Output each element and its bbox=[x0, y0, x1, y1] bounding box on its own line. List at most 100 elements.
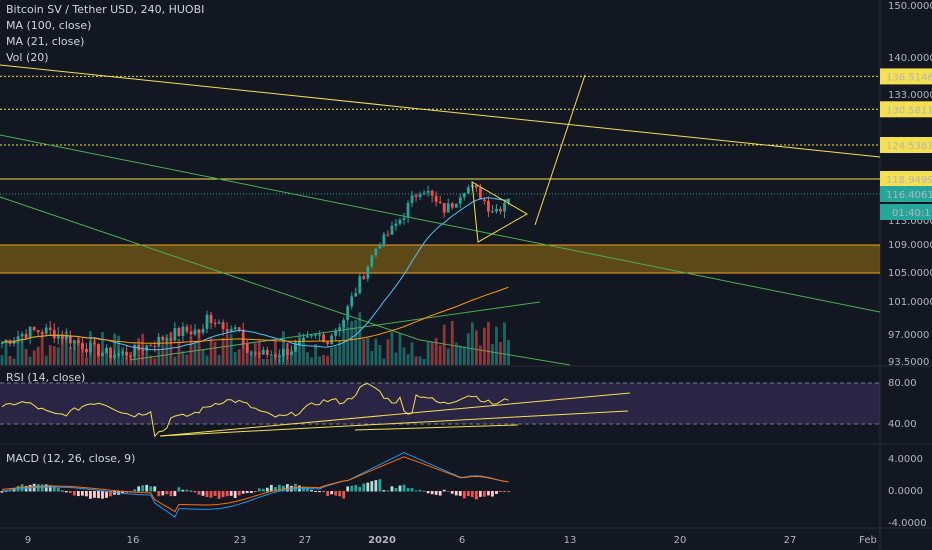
volume-bar bbox=[217, 355, 221, 365]
candle-body bbox=[314, 334, 317, 336]
signal-line bbox=[1, 456, 509, 513]
volume-bar bbox=[470, 322, 474, 365]
candle-body bbox=[145, 345, 149, 352]
volume-bar bbox=[56, 347, 60, 365]
rsi-tick-label: 40.00 bbox=[888, 419, 917, 430]
macd-histogram-bar bbox=[44, 484, 48, 492]
macd-histogram-bar bbox=[68, 491, 72, 493]
volume-bar bbox=[366, 337, 370, 365]
macd-histogram-bar bbox=[442, 489, 446, 492]
volume-bar bbox=[193, 342, 197, 365]
ma21-legend[interactable]: MA (21, close) bbox=[6, 35, 85, 48]
macd-histogram-bar bbox=[446, 491, 450, 492]
volume-bar bbox=[390, 331, 394, 365]
candle-body bbox=[386, 234, 390, 236]
rsi-band bbox=[0, 383, 880, 424]
candle-body bbox=[213, 323, 217, 325]
macd-histogram-bar bbox=[217, 491, 221, 499]
volume-bar bbox=[370, 351, 374, 365]
triangle-pattern bbox=[471, 181, 529, 243]
volume-bar bbox=[201, 349, 205, 365]
macd-histogram-bar bbox=[48, 485, 52, 492]
candle-body bbox=[491, 211, 494, 213]
volume-bar bbox=[322, 354, 325, 365]
volume-bar bbox=[422, 358, 426, 365]
macd-histogram-bar bbox=[273, 487, 277, 492]
rsi-pane[interactable] bbox=[0, 382, 880, 438]
volume-bar bbox=[24, 348, 28, 365]
rsi-label[interactable]: RSI (14, close) bbox=[6, 371, 86, 384]
macd-histogram-bar bbox=[181, 489, 185, 492]
macd-label[interactable]: MACD (12, 26, close, 9) bbox=[6, 452, 136, 465]
macd-histogram-bar bbox=[89, 491, 92, 499]
volume-bar bbox=[60, 336, 64, 365]
volume-bar bbox=[282, 331, 285, 365]
macd-histogram-bar bbox=[165, 491, 169, 495]
macd-histogram-bar bbox=[52, 486, 56, 492]
macd-histogram-bar bbox=[177, 487, 181, 492]
price-axis[interactable]: 150.0000 140.0000 133.0000 113.0000 109.0000… bbox=[880, 1, 932, 529]
macd-histogram-bar bbox=[157, 491, 161, 497]
volume-bar bbox=[85, 357, 88, 365]
rsi-trendline-short bbox=[354, 424, 519, 431]
volume-bar bbox=[326, 355, 330, 365]
candle-body bbox=[487, 200, 490, 212]
macd-histogram-bar bbox=[225, 491, 229, 497]
candle-body bbox=[306, 336, 309, 338]
volume-bar bbox=[76, 337, 80, 365]
volume-bar bbox=[318, 356, 321, 365]
candle-body bbox=[241, 329, 245, 344]
time-tick-label: 27 bbox=[784, 535, 797, 546]
candle-body bbox=[382, 234, 386, 245]
candle-body bbox=[0, 342, 4, 344]
macd-histogram-bar bbox=[434, 491, 438, 495]
candle-body bbox=[229, 328, 233, 332]
candle-body bbox=[28, 326, 32, 339]
descending-trendline bbox=[0, 64, 881, 158]
volume-bar bbox=[487, 321, 490, 365]
volume-legend[interactable]: Vol (20) bbox=[6, 51, 49, 64]
macd-histogram-bar bbox=[257, 488, 261, 492]
volume-bar bbox=[113, 333, 116, 365]
volume-bar bbox=[245, 346, 249, 365]
volume-bar bbox=[386, 339, 390, 365]
macd-histogram-bar bbox=[402, 484, 406, 492]
macd-histogram-bar bbox=[101, 491, 104, 499]
rsi-trendline-lower bbox=[159, 410, 629, 437]
macd-histogram-bar bbox=[346, 486, 350, 492]
macd-histogram-bar bbox=[64, 491, 68, 493]
volume-bar bbox=[277, 354, 281, 365]
candle-body bbox=[406, 203, 410, 218]
candle-body bbox=[153, 346, 157, 348]
volume-bar bbox=[406, 354, 410, 365]
volume-bar bbox=[378, 345, 382, 365]
macd-histogram-bar bbox=[406, 488, 410, 492]
macd-histogram-bar bbox=[265, 487, 269, 492]
macd-histogram-bar bbox=[418, 489, 422, 492]
volume-bar bbox=[221, 337, 225, 365]
macd-pane[interactable] bbox=[0, 452, 510, 518]
volume-bar bbox=[290, 350, 293, 365]
macd-histogram-bar bbox=[314, 491, 317, 493]
macd-histogram-bar bbox=[370, 481, 374, 492]
time-tick-label: 20 bbox=[674, 535, 687, 546]
time-tick-label: 9 bbox=[25, 535, 31, 546]
volume-bar bbox=[72, 343, 76, 365]
candle-body bbox=[478, 187, 482, 200]
candle-body bbox=[366, 266, 370, 279]
support-zone bbox=[0, 245, 880, 273]
volume-bar bbox=[398, 333, 402, 365]
macd-histogram-bar bbox=[85, 491, 88, 497]
symbol-title[interactable]: Bitcoin SV / Tether USD, 240, HUOBI bbox=[6, 3, 205, 16]
volume-bar bbox=[101, 332, 104, 365]
macd-histogram-bar bbox=[201, 491, 205, 496]
time-axis[interactable]: 9 16 23 27 2020 6 13 20 27 Feb bbox=[25, 535, 877, 546]
macd-histogram-bar bbox=[507, 491, 510, 492]
rsi-tick-label: 80.00 bbox=[888, 378, 917, 389]
ma100-legend[interactable]: MA (100, close) bbox=[6, 19, 92, 32]
price-tick-label: 113.0000 bbox=[888, 216, 932, 227]
volume-bar bbox=[12, 358, 16, 365]
volume-bar bbox=[442, 324, 446, 365]
